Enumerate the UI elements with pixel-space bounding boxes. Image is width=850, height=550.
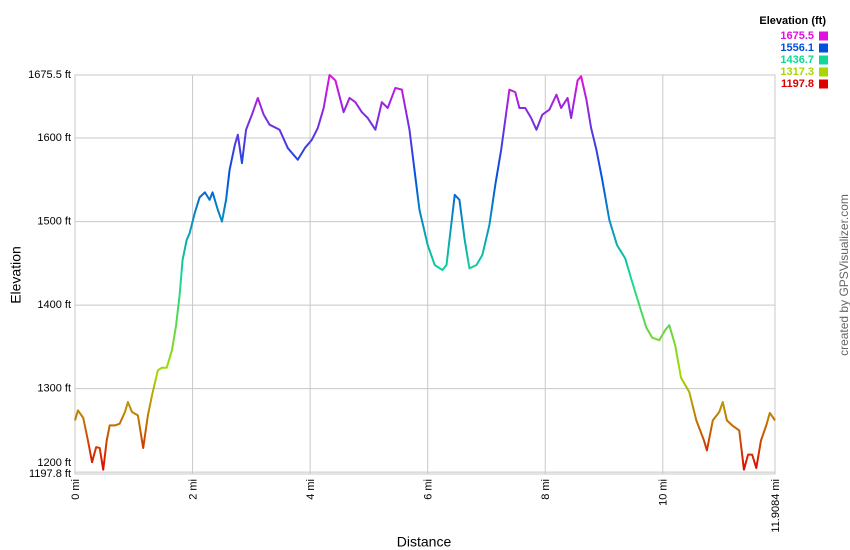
legend-swatch (819, 67, 828, 77)
x-tick-label: 10 mi (658, 479, 670, 506)
x-axis-label: Distance (397, 534, 452, 550)
x-tick-label: 8 mi (540, 479, 552, 500)
legend-swatch (819, 55, 828, 65)
x-tick-label: 0 mi (70, 479, 82, 500)
y-tick-label: 1600 ft (37, 132, 71, 144)
legend-swatch (819, 43, 828, 53)
y-tick-label: 1675.5 ft (28, 69, 71, 81)
y-tick-label: 1500 ft (37, 215, 71, 227)
legend-label: 1436.7 (780, 54, 814, 66)
x-tick-label: 6 mi (423, 479, 435, 500)
legend-label: 1675.5 (780, 30, 814, 42)
y-axis-label: Elevation (8, 246, 24, 304)
y-tick-label: 1200 ft (37, 457, 71, 469)
legend-label: 1197.8 (781, 78, 814, 90)
legend-label: 1317.3 (780, 66, 814, 78)
credit: created by GPSVisualizer.com (837, 194, 850, 356)
legend-swatch (819, 79, 828, 89)
legend-swatch (819, 31, 828, 41)
elevation-line (74, 74, 776, 471)
legend-label: 1556.1 (780, 42, 814, 54)
x-tick-label: 2 mi (187, 479, 199, 500)
legend-title: Elevation (ft) (759, 15, 826, 27)
y-tick-label: 1300 ft (37, 383, 71, 395)
x-tick-label: 4 mi (305, 479, 317, 500)
y-tick-label: 1400 ft (37, 299, 71, 311)
x-tick-label: 11.9084 mi (770, 479, 782, 533)
plot-area (74, 74, 776, 475)
y-tick-label: 1197.8 ft (29, 468, 71, 480)
